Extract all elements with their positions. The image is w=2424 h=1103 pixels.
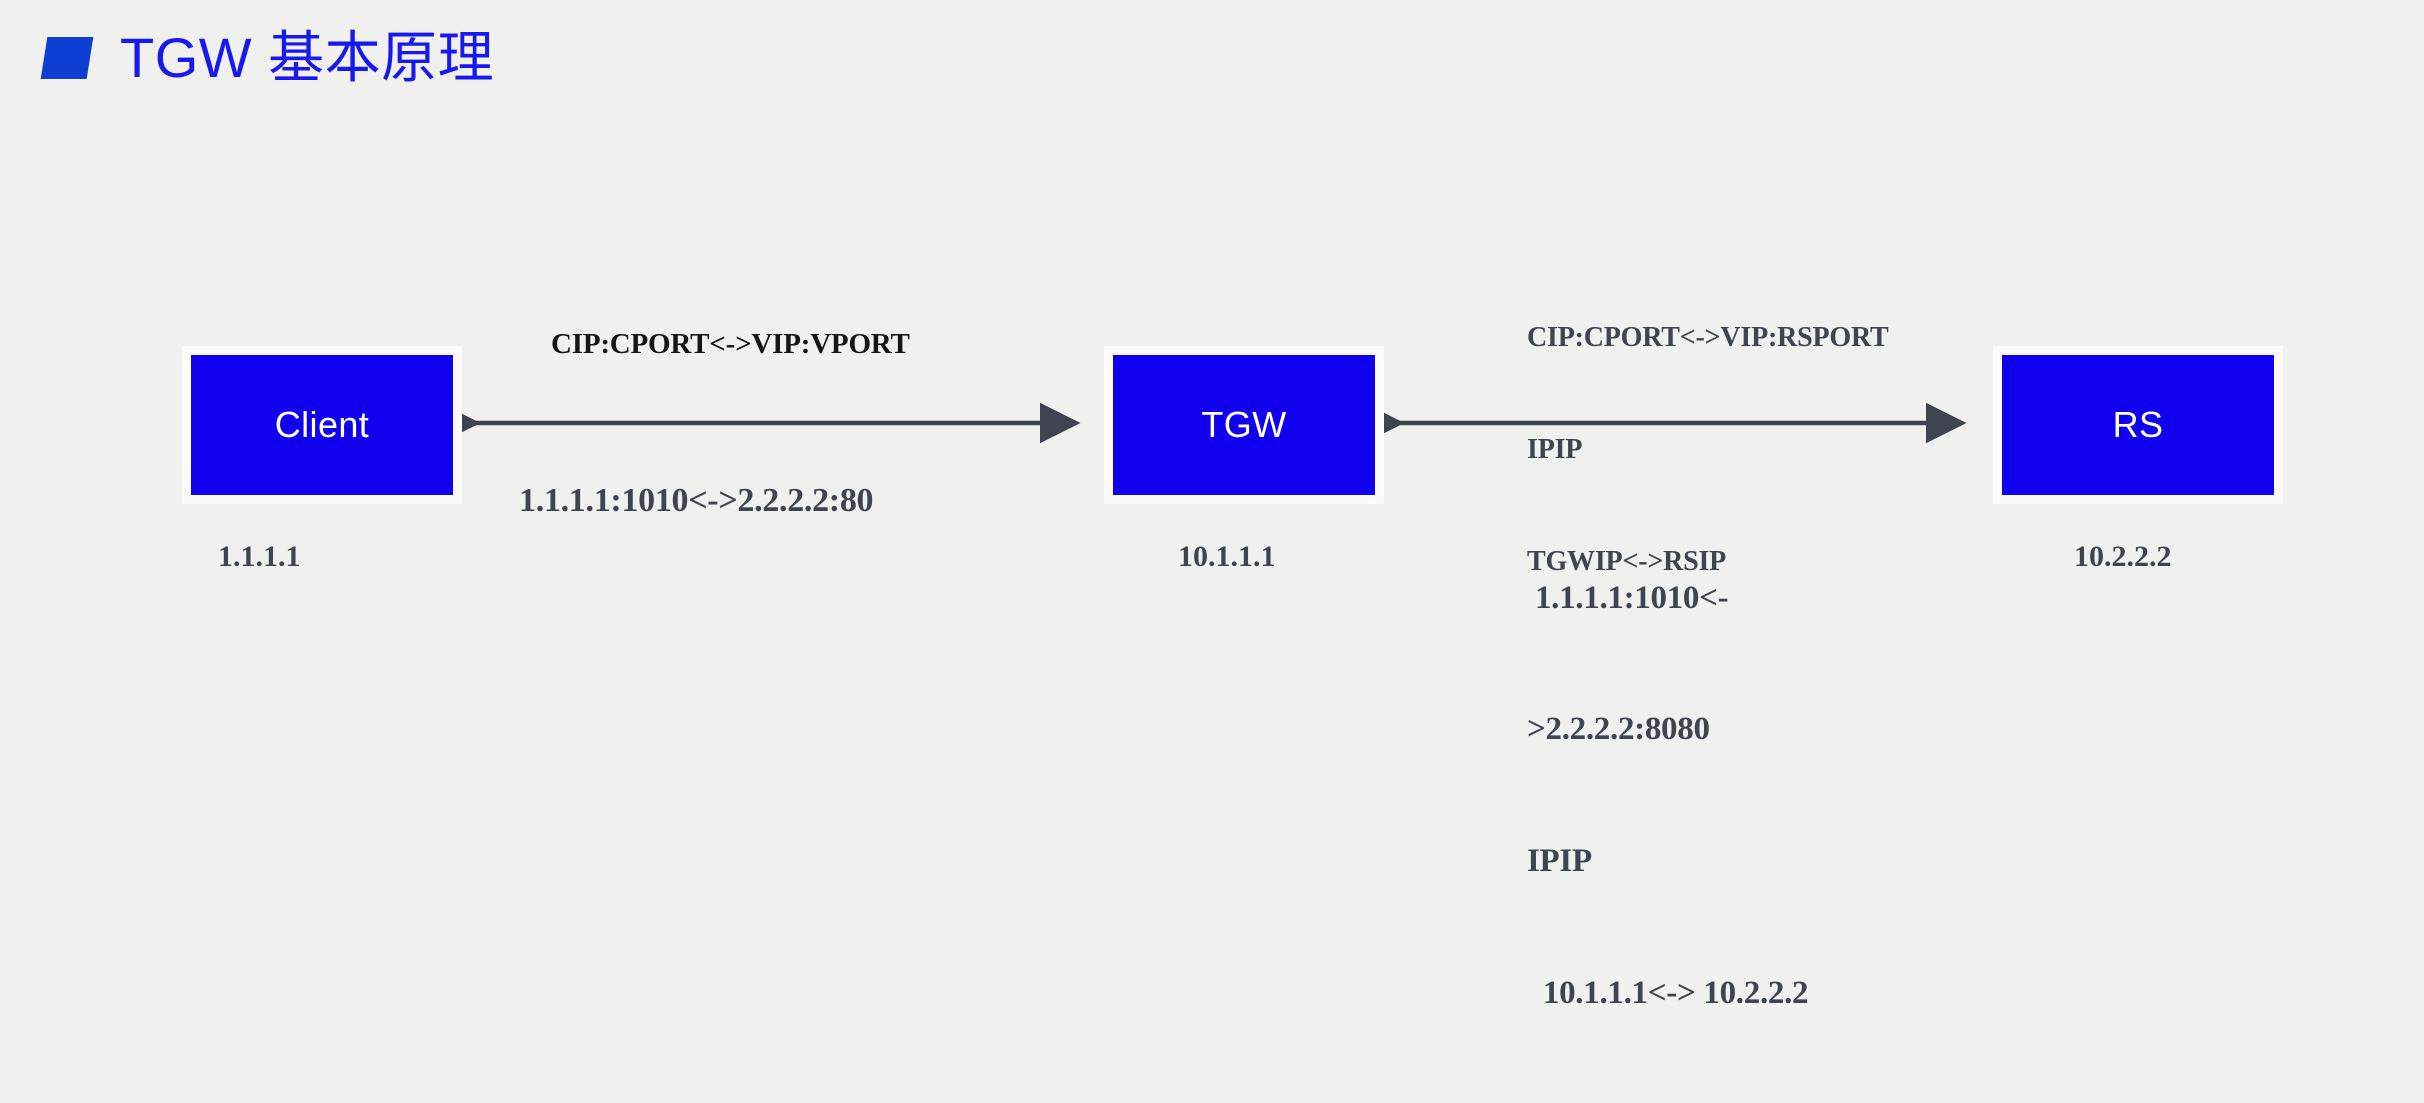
node-client-label: Client [274, 404, 370, 445]
node-client[interactable]: Client [182, 346, 462, 504]
flow-label-tgw-rs-below: 1.1.1.1:1010<- >2.2.2.2:8080 IPIP 10.1.1… [1527, 489, 1809, 1103]
node-tgw-label: TGW [1201, 404, 1287, 445]
flow-label-tgw-rs-above: CIP:CPORT<->VIP:RSPORT IPIP TGWIP<->RSIP [1527, 245, 1889, 655]
flow-label-client-tgw-above: CIP:CPORT<->VIP:VPORT [551, 328, 910, 360]
network-flow-diagram: TGW --> RS --> Client 1.1.1.1 TGW 10.1.1… [182, 245, 2283, 1011]
flow-label-tgw-rs-below-line-1: 1.1.1.1:1010<- [1527, 579, 1729, 616]
flow-label-tgw-rs-above-line-1: CIP:CPORT<->VIP:RSPORT [1527, 322, 1889, 354]
node-rs-ip: 10.2.2.2 [2074, 540, 2172, 573]
flow-label-tgw-rs-above-line-2: IPIP [1527, 434, 1583, 466]
flow-label-client-tgw-below: 1.1.1.1:1010<->2.2.2.2:80 [519, 482, 874, 519]
flow-label-tgw-rs-above-line-3: TGWIP<->RSIP [1527, 545, 1727, 577]
node-tgw-ip: 10.1.1.1 [1178, 540, 1276, 573]
flow-label-tgw-rs-below-line-2: >2.2.2.2:8080 [1527, 711, 1710, 748]
node-tgw[interactable]: TGW [1104, 346, 1384, 504]
node-rs-label: RS [2112, 404, 2164, 445]
page-title: TGW 基本原理 [40, 18, 495, 98]
flow-label-tgw-rs-below-line-4: 10.1.1.1<-> 10.2.2.2 [1527, 974, 1809, 1011]
node-client-ip: 1.1.1.1 [218, 540, 301, 573]
node-rs[interactable]: RS [1993, 346, 2283, 504]
page-title-text: TGW 基本原理 [120, 26, 495, 89]
flow-label-tgw-rs-below-line-3: IPIP [1527, 843, 1592, 879]
